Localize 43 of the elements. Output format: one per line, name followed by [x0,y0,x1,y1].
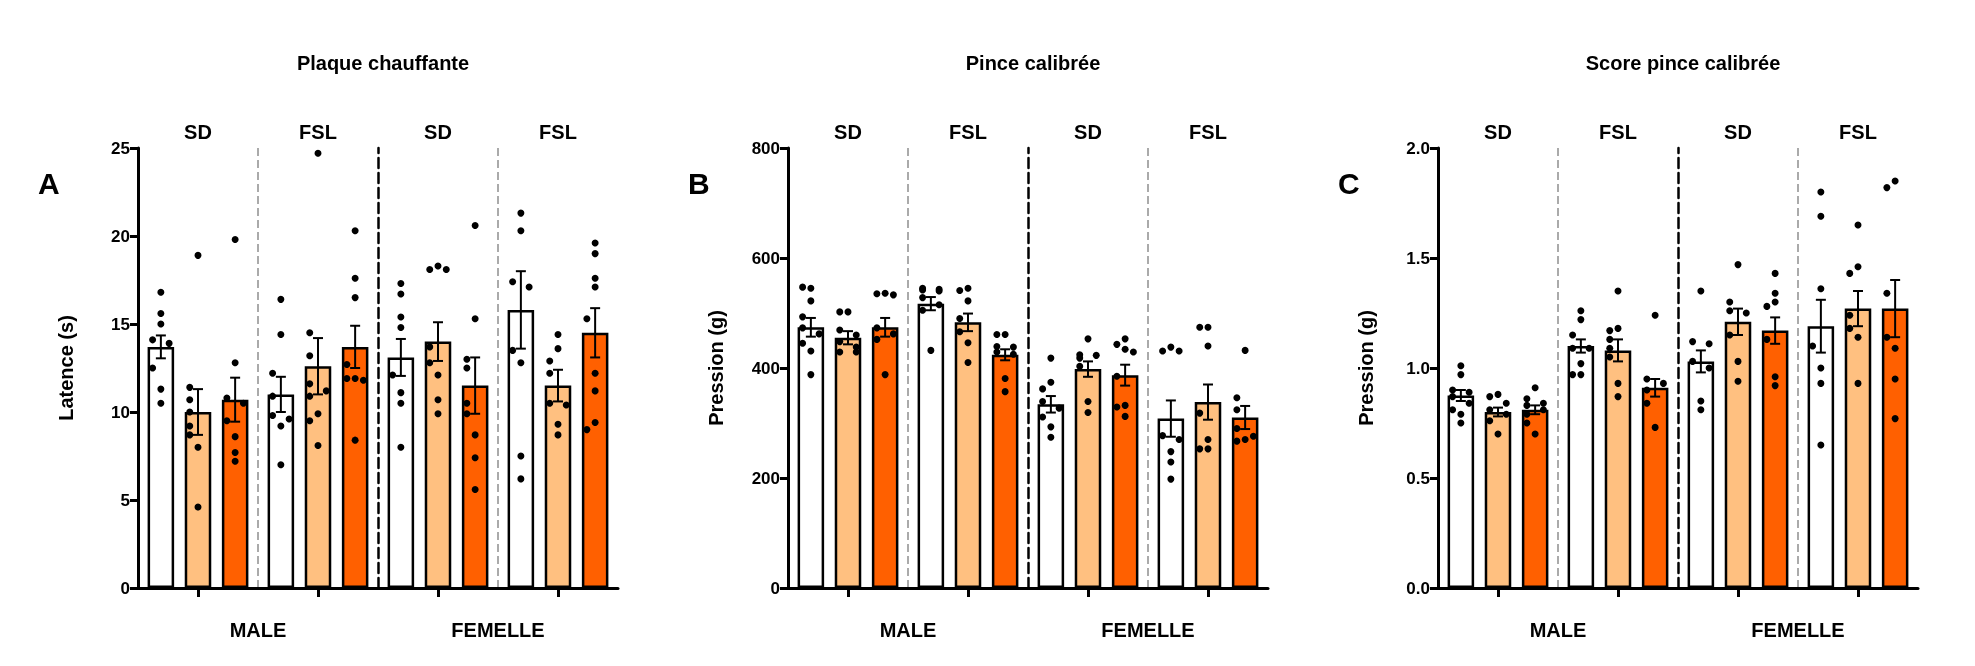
y-tick-label: 1.0 [1406,358,1430,378]
text: B [688,166,710,200]
x-tick-label: SD [1074,121,1102,143]
text: A [38,166,60,200]
x-tick-label: SD [834,121,862,143]
y-tick-label: 0.5 [1406,468,1430,488]
y-tick-label: 0 [770,578,780,598]
y-tick-label: 0 [120,578,130,598]
x-axis-title: FEMELLE [1101,619,1195,641]
y-axis-title: Pression (g) [705,310,727,426]
y-tick-label: 1.5 [1406,248,1430,268]
x-axis-title: FEMELLE [1751,619,1845,641]
y-tick-label: 20 [111,226,130,246]
y-tick-label: 200 [751,468,780,488]
x-tick-label: SD [1724,121,1752,143]
x-tick-label: FSL [299,121,337,143]
chart-title: Score pince calibrée [1585,52,1781,74]
x-tick-label: FSL [1189,121,1227,143]
y-axis-title: Pression (g) [1355,310,1377,426]
x-tick-label: FSL [1599,121,1637,143]
x-tick-label: SD [1484,121,1512,143]
y-tick-label: 2.0 [1406,138,1430,158]
y-tick-label: 0.0 [1406,578,1430,598]
y-tick-label: 5 [120,490,130,510]
x-axis-title: FEMELLE [451,619,545,641]
y-axis-title: Latence (s) [55,315,77,421]
x-axis-title: MALE [879,619,937,641]
chart-title: Plaque chauffante [296,52,470,74]
x-tick-label: SD [424,121,452,143]
y-tick-label: 15 [111,314,130,334]
y-tick-label: 800 [751,138,780,158]
x-tick-label: FSL [949,121,987,143]
chart-title: Pince calibrée [965,52,1101,74]
x-tick-label: SD [184,121,212,143]
x-axis-title: MALE [1529,619,1587,641]
y-tick-label: 10 [111,402,130,422]
y-tick-label: 400 [751,358,780,378]
y-tick-label: 25 [111,138,130,158]
text: C [1338,166,1360,200]
x-axis-title: MALE [229,619,287,641]
x-tick-label: FSL [1839,121,1877,143]
y-tick-label: 600 [751,248,780,268]
x-tick-label: FSL [539,121,577,143]
